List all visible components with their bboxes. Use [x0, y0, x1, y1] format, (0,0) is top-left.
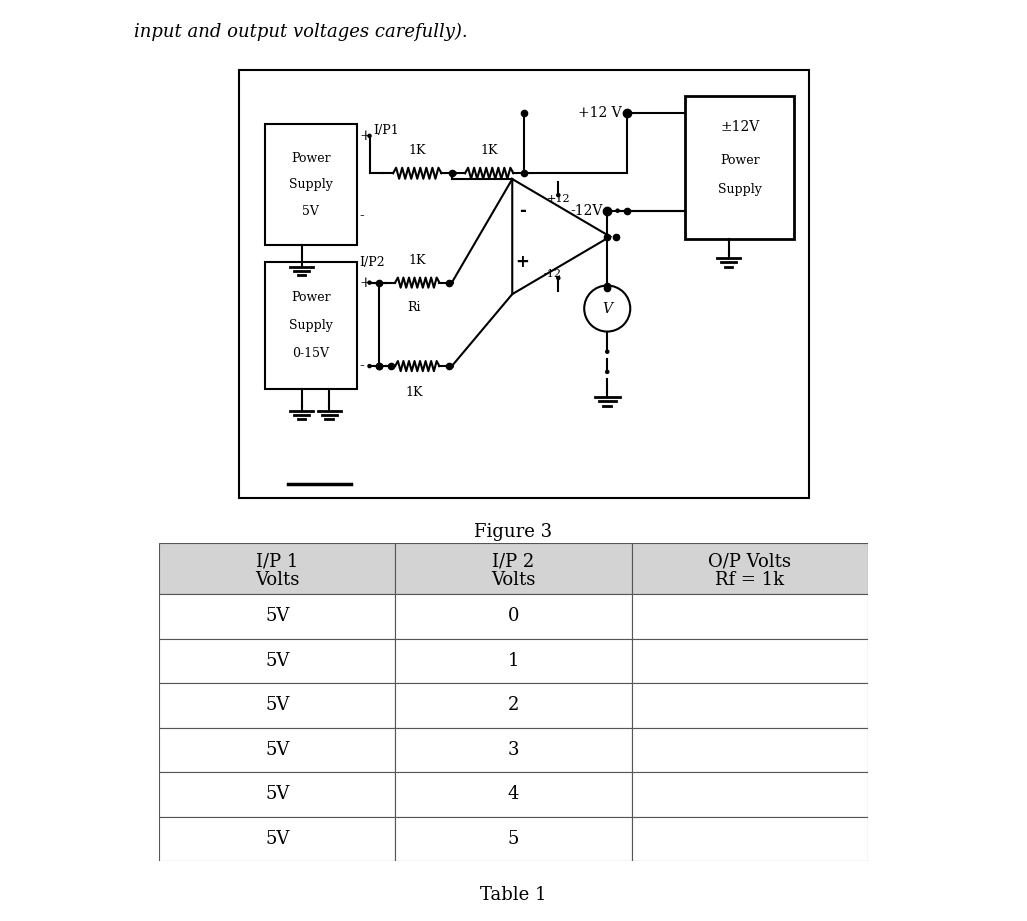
Bar [632, 683, 868, 728]
Text: 1K: 1K [406, 386, 423, 399]
Text: +: + [516, 253, 530, 272]
Text: 5V: 5V [265, 652, 290, 670]
Text: O/P Volts: O/P Volts [709, 553, 791, 570]
Text: input and output voltages carefully).: input and output voltages carefully). [134, 23, 467, 41]
Text: 5: 5 [507, 830, 520, 848]
Bar [632, 728, 868, 772]
Text: 1K: 1K [409, 254, 426, 267]
Bar [685, 96, 794, 239]
Bar [159, 639, 395, 683]
Text: 5V: 5V [265, 696, 290, 715]
Text: 4: 4 [507, 786, 520, 803]
Text: Supply: Supply [289, 320, 333, 332]
Text: 5V: 5V [265, 608, 290, 625]
Bar [265, 124, 356, 245]
Text: -: - [359, 359, 365, 373]
Text: 0-15V: 0-15V [293, 347, 330, 360]
Bar [632, 639, 868, 683]
Text: Ri: Ri [408, 301, 421, 314]
Bar [159, 543, 395, 594]
Bar [265, 262, 356, 389]
Bar [159, 728, 395, 772]
Text: Supply: Supply [289, 179, 333, 192]
Text: I/P 2: I/P 2 [492, 553, 535, 570]
Bar [159, 594, 395, 639]
Bar [632, 543, 868, 594]
Text: 0: 0 [507, 608, 520, 625]
Text: I/P 1: I/P 1 [256, 553, 299, 570]
Text: 1K: 1K [409, 145, 426, 157]
Bar [395, 543, 632, 594]
Text: +: + [359, 275, 372, 289]
Text: Volts: Volts [491, 571, 536, 589]
Text: -: - [520, 202, 526, 220]
Bar [395, 728, 632, 772]
Text: Volts: Volts [255, 571, 300, 589]
Text: 3: 3 [507, 740, 520, 759]
Bar [395, 817, 632, 861]
Text: +12: +12 [546, 194, 570, 204]
Text: 5V: 5V [302, 204, 319, 218]
Text: +12 V: +12 V [578, 106, 621, 120]
Text: 2: 2 [507, 696, 520, 715]
Text: V: V [602, 301, 612, 316]
Text: Figure 3: Figure 3 [474, 523, 553, 542]
Bar [159, 817, 395, 861]
Text: I/P2: I/P2 [359, 256, 385, 269]
Text: Supply: Supply [718, 182, 762, 195]
Text: +: + [359, 129, 372, 143]
Bar [395, 639, 632, 683]
Text: 5V: 5V [265, 740, 290, 759]
Text: 5V: 5V [265, 830, 290, 848]
Bar [395, 683, 632, 728]
Text: 5V: 5V [265, 786, 290, 803]
Text: Rf = 1k: Rf = 1k [715, 571, 785, 589]
Text: Table 1: Table 1 [481, 886, 546, 904]
Text: Power: Power [291, 291, 331, 305]
Text: -12V: -12V [570, 204, 603, 217]
Bar [632, 594, 868, 639]
Bar [395, 594, 632, 639]
Text: 1: 1 [507, 652, 520, 670]
Bar [159, 772, 395, 817]
Text: I/P1: I/P1 [373, 123, 398, 136]
Bar [632, 817, 868, 861]
Bar [395, 772, 632, 817]
Text: ±12V: ±12V [720, 121, 759, 134]
Text: -: - [359, 209, 365, 224]
Text: 1K: 1K [481, 145, 498, 157]
Bar [159, 683, 395, 728]
Text: -12: -12 [544, 269, 562, 279]
Text: Power: Power [720, 154, 759, 167]
Bar [632, 772, 868, 817]
Text: Power: Power [291, 152, 331, 165]
